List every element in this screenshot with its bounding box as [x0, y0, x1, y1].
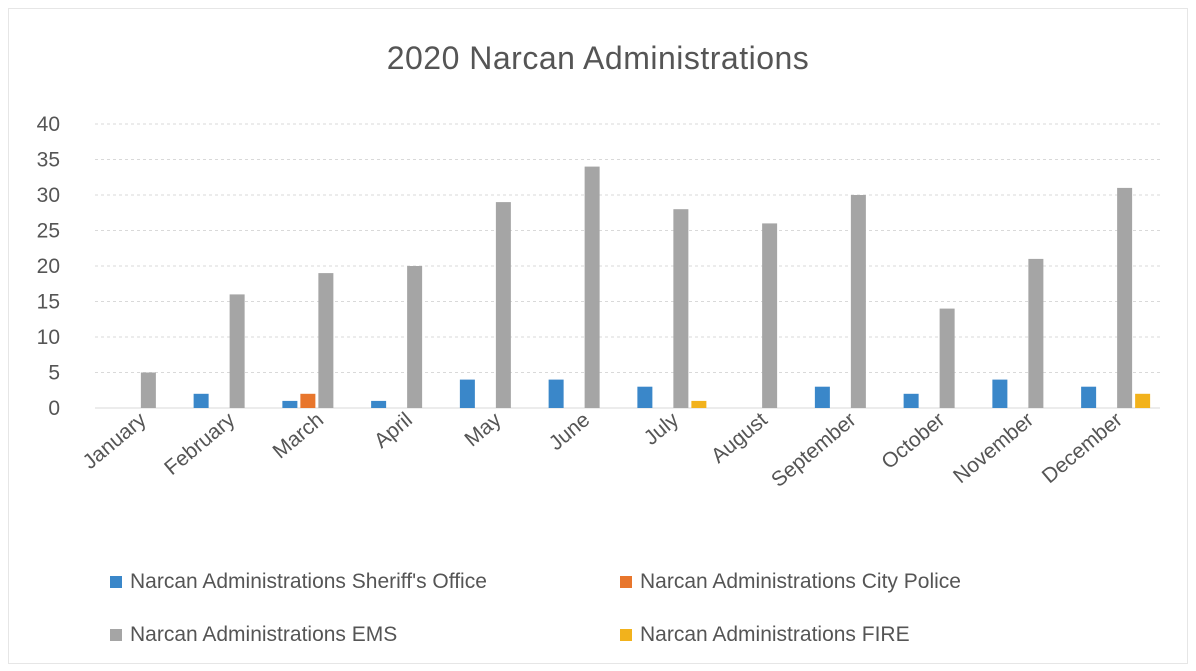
bar-march-series-0	[282, 400, 298, 408]
y-tick-label: 40	[37, 113, 60, 136]
bar-march-series-1	[300, 393, 316, 408]
x-tick-label-august: August	[707, 408, 772, 468]
bar-december-series-2	[1117, 187, 1133, 408]
x-tick-label-november: November	[949, 408, 1038, 488]
y-tick-label: 15	[37, 291, 60, 314]
x-tick-label-october: October	[877, 408, 949, 474]
y-tick-label: 5	[48, 362, 60, 385]
bar-december-series-0	[1081, 386, 1097, 408]
x-tick-label-september: September	[767, 408, 860, 492]
x-tick-label-april: April	[370, 408, 417, 453]
legend-item-city-police: Narcan Administrations City Police	[620, 570, 961, 594]
legend-swatch-fire	[620, 629, 632, 641]
y-tick-label: 30	[37, 184, 60, 207]
bar-november-series-2	[1028, 258, 1044, 408]
bar-february-series-2	[229, 294, 245, 408]
bar-august-series-2	[762, 223, 778, 408]
bar-april-series-2	[407, 266, 423, 408]
x-tick-label-july: July	[640, 408, 684, 450]
y-tick-label: 10	[37, 326, 60, 349]
bar-january-series-2	[140, 372, 156, 408]
x-tick-label-december: December	[1038, 408, 1127, 488]
legend-swatch-ems	[110, 629, 122, 641]
bar-february-series-0	[193, 393, 209, 408]
x-tick-label-march: March	[269, 408, 328, 463]
y-tick-label: 0	[48, 397, 60, 420]
y-tick-label: 25	[37, 220, 60, 243]
gridlines	[95, 123, 1160, 409]
bar-july-series-0	[637, 386, 653, 408]
legend-item-ems: Narcan Administrations EMS	[110, 623, 397, 647]
bar-march-series-2	[318, 273, 334, 408]
x-tick-label-february: February	[160, 408, 240, 480]
bar-september-series-2	[850, 195, 866, 408]
y-tick-label: 20	[37, 255, 60, 278]
y-axis: 0 5 10 15 20 25 30 35 40	[37, 113, 60, 420]
bar-april-series-0	[371, 400, 387, 408]
bar-october-series-0	[903, 393, 919, 408]
legend-label-fire: Narcan Administrations FIRE	[640, 623, 910, 646]
y-tick-label: 35	[37, 149, 60, 172]
x-tick-label-january: January	[79, 408, 151, 474]
bar-july-series-3	[691, 400, 707, 408]
legend-label-sheriff: Narcan Administrations Sheriff's Office	[130, 570, 487, 593]
bar-july-series-2	[673, 209, 689, 408]
legend-item-fire: Narcan Administrations FIRE	[620, 623, 910, 647]
legend-swatch-sheriff	[110, 576, 122, 588]
bar-may-series-2	[495, 202, 511, 408]
x-axis: January February March April May June July Augu…	[79, 408, 1127, 492]
bars	[140, 166, 1151, 408]
legend-label-ems: Narcan Administrations EMS	[130, 623, 398, 646]
bar-may-series-0	[459, 379, 475, 408]
bar-november-series-0	[992, 379, 1008, 408]
legend-label-city-police: Narcan Administrations City Police	[640, 570, 961, 593]
chart-title: 2020 Narcan Administrations	[386, 40, 810, 76]
legend-item-sheriff: Narcan Administrations Sheriff's Office	[110, 570, 487, 594]
legend-swatch-city-police	[620, 576, 632, 588]
bar-september-series-0	[814, 386, 830, 408]
bar-december-series-3	[1135, 393, 1151, 408]
bar-june-series-2	[584, 166, 600, 408]
bar-june-series-0	[548, 379, 564, 408]
x-tick-label-june: June	[545, 408, 595, 455]
x-tick-label-may: May	[460, 408, 506, 451]
bar-october-series-2	[939, 308, 955, 408]
